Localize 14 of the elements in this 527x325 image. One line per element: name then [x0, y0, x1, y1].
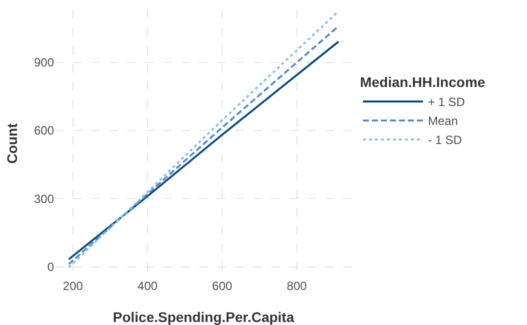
y-tick-label: 600 — [34, 124, 54, 138]
legend-label: - 1 SD — [428, 133, 462, 148]
legend-label: + 1 SD — [428, 95, 466, 110]
legend-label: Mean — [428, 114, 458, 128]
y-tick-label: 900 — [34, 55, 54, 70]
x-tick-label: 600 — [212, 279, 232, 293]
y-tick-label: 0 — [47, 260, 54, 274]
y-axis-title: Count — [4, 122, 20, 164]
y-tick-label: 300 — [34, 192, 54, 206]
x-tick-label: 200 — [62, 279, 84, 293]
x-axis-title: Police.Spending.Per.Capita — [112, 309, 294, 325]
x-tick-label: 800 — [286, 279, 308, 293]
x-tick-label: 400 — [138, 279, 158, 293]
legend-title: Median.HH.Income — [360, 74, 486, 90]
